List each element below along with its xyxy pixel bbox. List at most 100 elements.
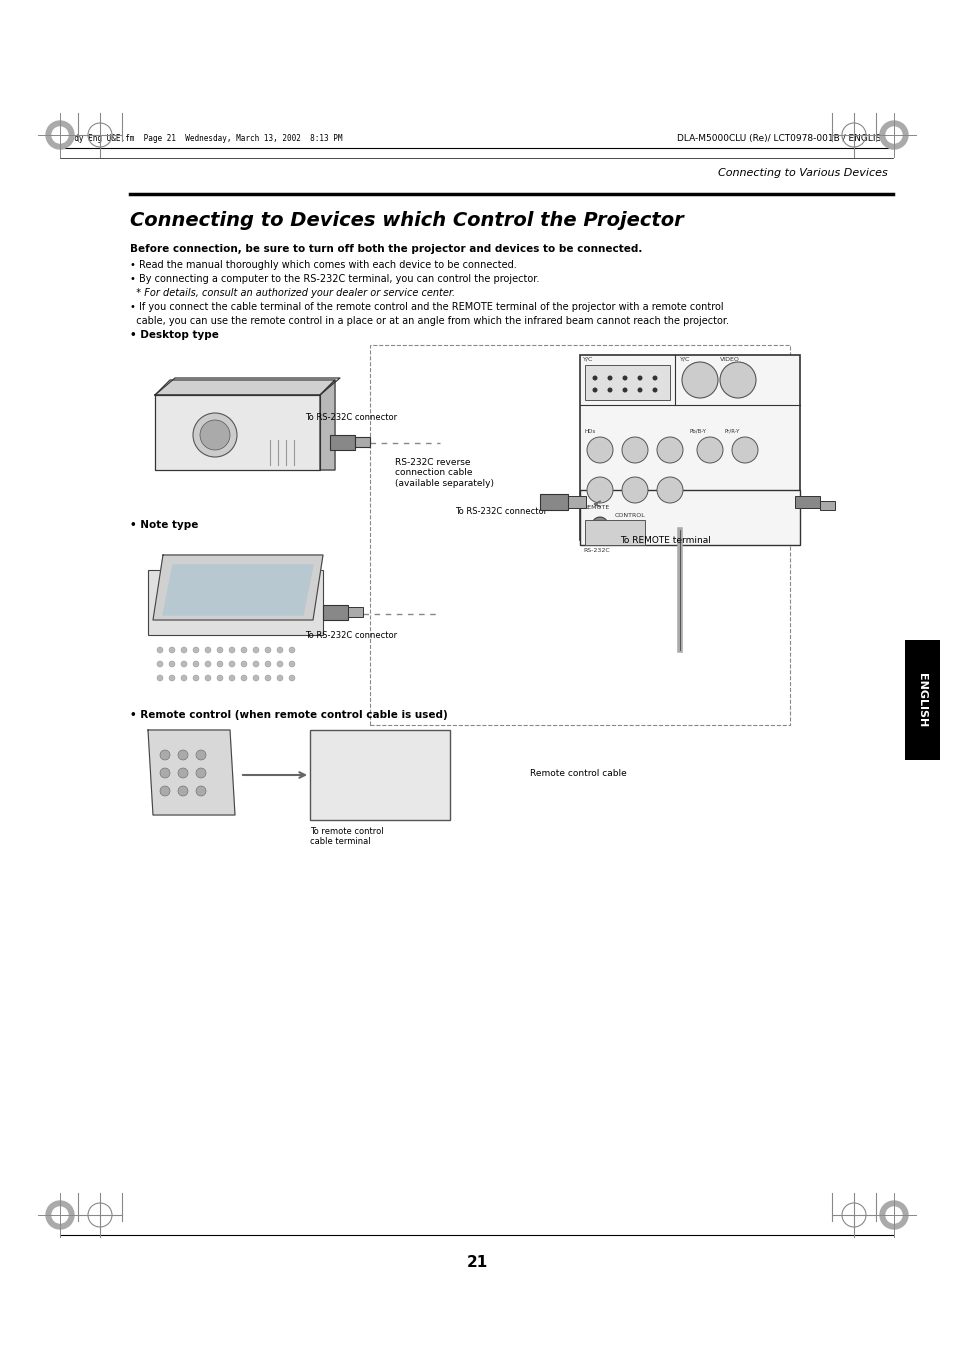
Circle shape: [200, 420, 230, 450]
Text: To remote control
cable terminal: To remote control cable terminal: [310, 828, 383, 846]
Circle shape: [193, 675, 199, 680]
Circle shape: [205, 675, 211, 680]
Circle shape: [195, 751, 206, 760]
Polygon shape: [148, 730, 234, 815]
Circle shape: [657, 477, 682, 504]
Circle shape: [657, 437, 682, 463]
Circle shape: [181, 675, 187, 680]
Circle shape: [885, 1207, 901, 1223]
Circle shape: [193, 647, 199, 653]
Circle shape: [205, 647, 211, 653]
Circle shape: [195, 786, 206, 796]
Circle shape: [637, 387, 641, 393]
Text: Y/C: Y/C: [679, 356, 690, 362]
Circle shape: [160, 786, 170, 796]
Bar: [579, 490, 800, 545]
Circle shape: [586, 477, 613, 504]
Text: Before connection, be sure to turn off both the projector and devices to be conn: Before connection, be sure to turn off b…: [130, 244, 641, 254]
Circle shape: [253, 675, 258, 680]
Bar: [148, 570, 323, 634]
Bar: [584, 520, 644, 545]
Circle shape: [181, 662, 187, 667]
Text: To RS-232C connector: To RS-232C connector: [455, 508, 547, 516]
Text: To REMOTE terminal: To REMOTE terminal: [619, 536, 710, 545]
Bar: [154, 396, 319, 470]
Circle shape: [160, 768, 170, 778]
Polygon shape: [152, 555, 323, 620]
Circle shape: [289, 662, 294, 667]
Circle shape: [52, 127, 68, 143]
Text: Connecting to Various Devices: Connecting to Various Devices: [718, 167, 887, 178]
Circle shape: [720, 362, 755, 398]
Circle shape: [193, 662, 199, 667]
Text: Remote control cable: Remote control cable: [530, 769, 626, 778]
Text: Y/C: Y/C: [582, 356, 593, 362]
Circle shape: [637, 375, 641, 381]
Circle shape: [621, 437, 647, 463]
Circle shape: [229, 647, 234, 653]
Text: • Remote control (when remote control cable is used): • Remote control (when remote control ca…: [130, 710, 447, 720]
Circle shape: [276, 675, 283, 680]
Circle shape: [216, 675, 223, 680]
Text: HDs: HDs: [584, 429, 596, 433]
Circle shape: [697, 437, 722, 463]
Bar: [904, 640, 939, 760]
Text: Body Eng U&E.fm  Page 21  Wednesday, March 13, 2002  8:13 PM: Body Eng U&E.fm Page 21 Wednesday, March…: [65, 134, 342, 143]
Circle shape: [253, 662, 258, 667]
Text: Connecting to Devices which Control the Projector: Connecting to Devices which Control the …: [130, 211, 683, 230]
Circle shape: [681, 362, 718, 398]
Circle shape: [241, 647, 247, 653]
Polygon shape: [319, 379, 335, 470]
Circle shape: [178, 786, 188, 796]
Text: REMOTE: REMOTE: [582, 505, 609, 510]
Circle shape: [46, 1202, 74, 1228]
Bar: [330, 435, 355, 450]
Circle shape: [169, 675, 174, 680]
Bar: [820, 501, 834, 510]
Circle shape: [169, 662, 174, 667]
Text: CONTROL: CONTROL: [615, 513, 645, 518]
Circle shape: [229, 675, 234, 680]
Polygon shape: [163, 566, 313, 616]
Bar: [584, 364, 669, 400]
Circle shape: [276, 647, 283, 653]
Bar: [539, 494, 567, 510]
Text: • By connecting a computer to the RS-232C terminal, you can control the projecto: • By connecting a computer to the RS-232…: [130, 274, 538, 284]
Text: RS-232C reverse
connection cable
(available separately): RS-232C reverse connection cable (availa…: [395, 458, 494, 487]
Circle shape: [205, 662, 211, 667]
Polygon shape: [154, 396, 319, 470]
Circle shape: [652, 375, 657, 381]
Text: ENGLISH: ENGLISH: [917, 672, 926, 728]
Circle shape: [607, 387, 612, 393]
Circle shape: [216, 647, 223, 653]
Text: RS-232C: RS-232C: [582, 548, 609, 554]
Circle shape: [216, 662, 223, 667]
Text: DLA-M5000CLU (Re)/ LCT0978-001B / ENGLISH: DLA-M5000CLU (Re)/ LCT0978-001B / ENGLIS…: [677, 134, 887, 143]
Circle shape: [253, 647, 258, 653]
Text: To RS-232C connector: To RS-232C connector: [305, 413, 396, 423]
Circle shape: [52, 1207, 68, 1223]
Bar: [567, 495, 585, 508]
Circle shape: [276, 662, 283, 667]
Bar: [323, 605, 348, 620]
Circle shape: [157, 675, 163, 680]
Text: * For details, consult an authorized your dealer or service center.: * For details, consult an authorized you…: [130, 288, 455, 298]
Circle shape: [265, 662, 271, 667]
Circle shape: [592, 387, 597, 393]
Circle shape: [622, 387, 627, 393]
Text: Pr/R-Y: Pr/R-Y: [724, 429, 740, 433]
Bar: [348, 608, 363, 617]
Bar: [579, 355, 800, 540]
Circle shape: [193, 413, 236, 458]
Text: VIDEO: VIDEO: [720, 356, 740, 362]
Polygon shape: [154, 379, 335, 396]
Circle shape: [157, 662, 163, 667]
Bar: [794, 495, 820, 508]
Text: Pb/B-Y: Pb/B-Y: [689, 429, 706, 433]
Circle shape: [157, 647, 163, 653]
Circle shape: [652, 387, 657, 393]
Bar: [310, 730, 450, 819]
Circle shape: [731, 437, 758, 463]
Text: 21: 21: [466, 1256, 487, 1270]
Circle shape: [879, 1202, 907, 1228]
